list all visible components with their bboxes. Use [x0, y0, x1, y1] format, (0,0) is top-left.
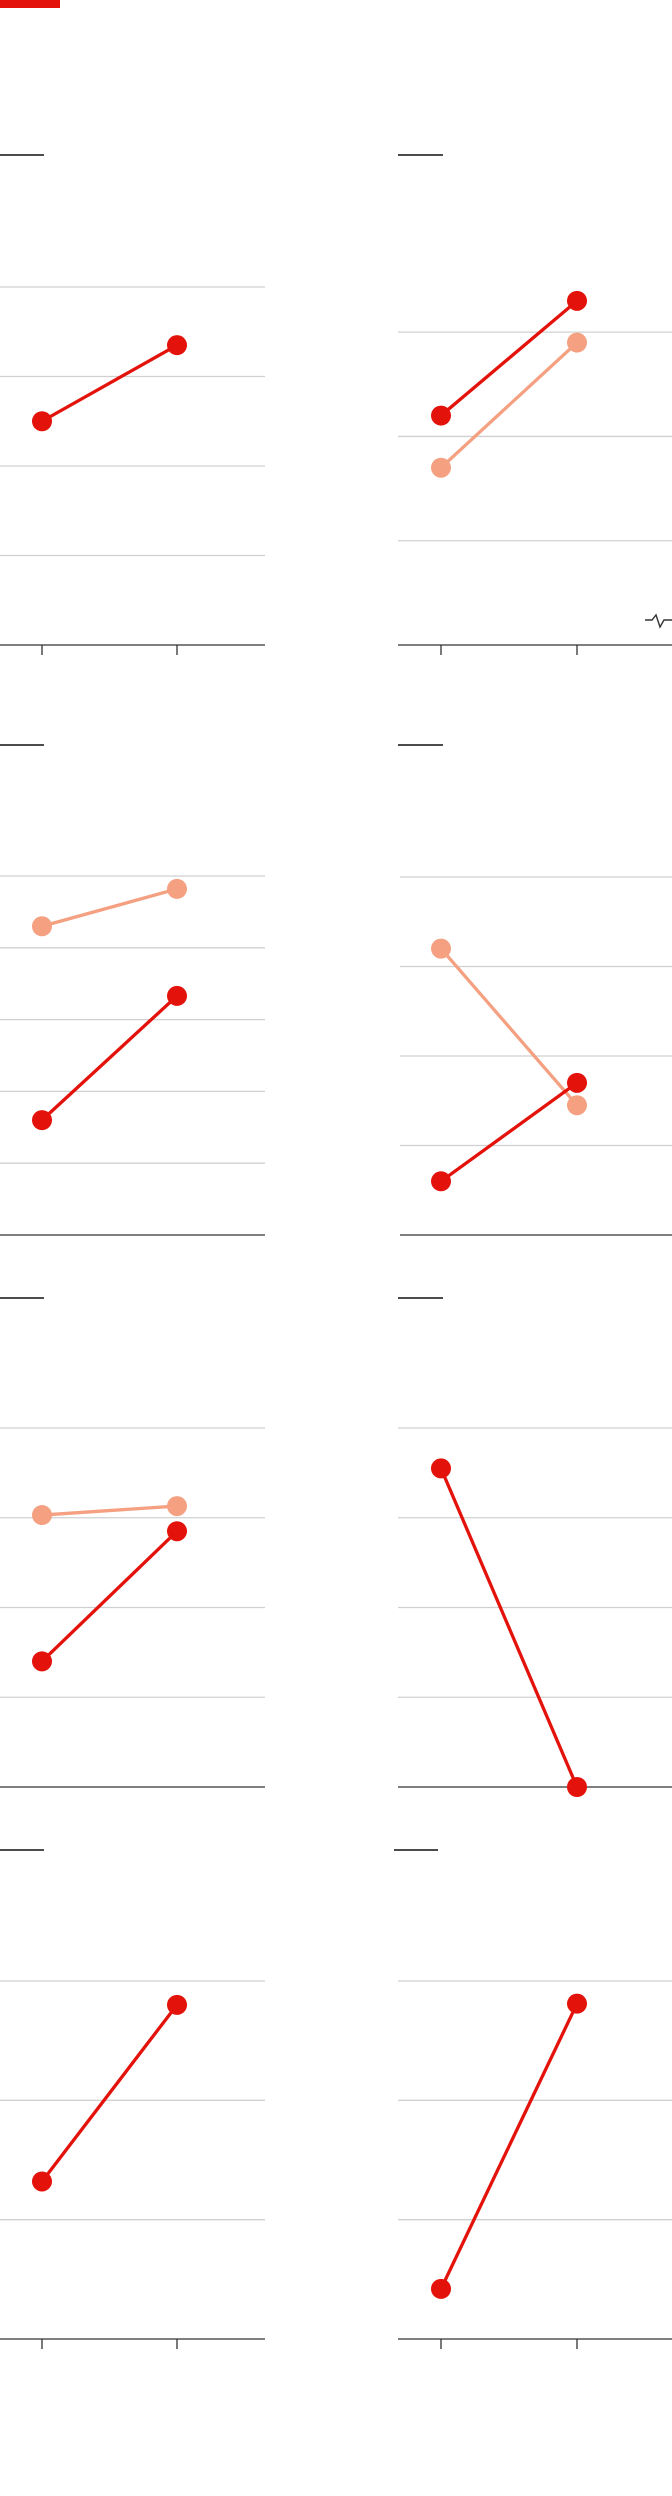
panel-4-series-1-point-2: [567, 1095, 587, 1116]
panel-5-series-2-point-2: [167, 1521, 187, 1542]
panel-6-series-1-point-1: [431, 1458, 451, 1479]
panel-1-series-1-line: [40, 343, 179, 423]
panel-3-series-1-line: [40, 887, 179, 928]
panel-5-series-2-point-1: [32, 1651, 52, 1672]
panel-5-series-1-point-2: [167, 1496, 187, 1517]
panel-5-series-1-line: [40, 1504, 179, 1517]
panel-4-series-2-point-1: [431, 1171, 451, 1192]
panel-2-series-2-point-1: [431, 457, 451, 478]
panel-2-series-2-point-2: [567, 332, 587, 353]
panel-3-series-1-point-2: [167, 878, 187, 899]
panel-4-series-2-point-2: [567, 1072, 587, 1093]
panel-7-series-1-point-1: [32, 2171, 52, 2192]
panel-4-series-1-point-1: [431, 938, 451, 959]
panel-2-series-1-line: [439, 299, 579, 418]
panel-2-series-1-point-2: [567, 290, 587, 311]
panel-8-series-1-line: [439, 2002, 579, 2291]
panel-6-series-1-point-2: [567, 1777, 587, 1797]
panel-3-series-2-point-2: [167, 985, 187, 1006]
panel-8-series-1-point-2: [567, 1993, 587, 2014]
panel-5-series-2-line: [40, 1529, 179, 1663]
panel-2-series-1-point-1: [431, 405, 451, 426]
panel-3-series-1-point-1: [32, 916, 52, 937]
panel-3-series-2-line: [40, 994, 179, 1122]
panel-7-series-1-point-2: [167, 1994, 187, 2015]
panel-2-axis-break-icon: [645, 613, 672, 629]
panel-6-series-1-line: [439, 1466, 579, 1789]
panel-3-series-2-point-1: [32, 1110, 52, 1131]
panel-2-series-2-line: [439, 340, 579, 470]
panel-8-series-1-point-1: [431, 2278, 451, 2299]
panel-4-series-1-line: [439, 946, 579, 1107]
panel-4-series-2-line: [439, 1081, 579, 1183]
brand-bar: [0, 0, 60, 8]
panel-1-series-1-point-1: [32, 411, 52, 432]
panel-5-series-1-point-1: [32, 1505, 52, 1526]
panel-7-series-1-line: [40, 2003, 179, 2184]
panel-1-series-1-point-2: [167, 335, 187, 356]
